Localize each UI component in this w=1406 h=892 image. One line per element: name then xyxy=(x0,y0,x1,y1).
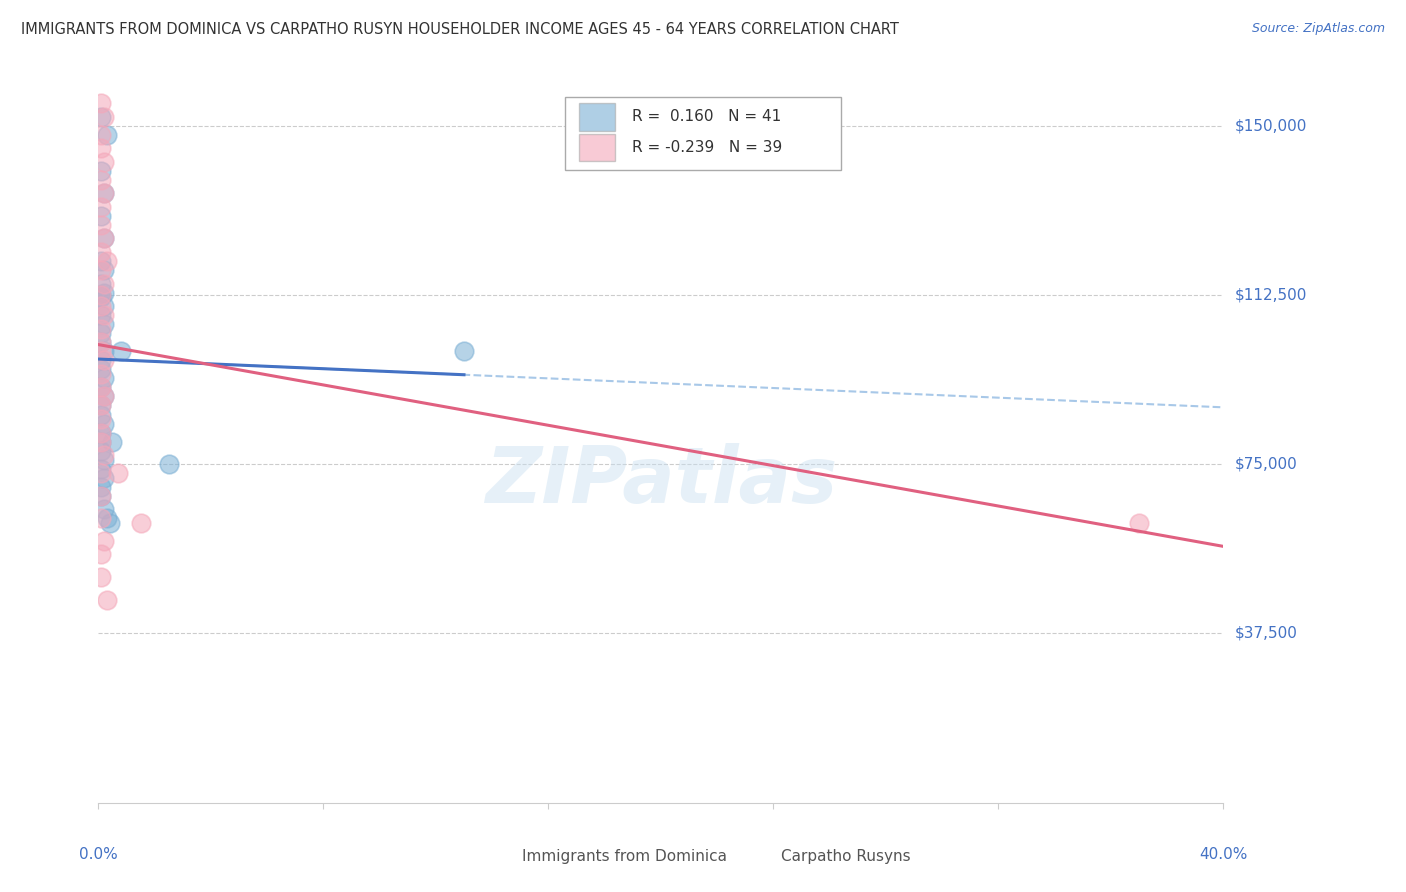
Point xyxy=(93,299,115,313)
Point xyxy=(93,448,115,462)
Point xyxy=(110,344,132,359)
Text: Carpatho Rusyns: Carpatho Rusyns xyxy=(782,849,911,864)
Point xyxy=(90,277,112,291)
Text: Source: ZipAtlas.com: Source: ZipAtlas.com xyxy=(1251,22,1385,36)
Point xyxy=(93,154,115,169)
Bar xyxy=(470,849,506,865)
Bar xyxy=(579,103,614,130)
Point xyxy=(1128,516,1150,530)
Point xyxy=(90,434,112,449)
Point xyxy=(96,128,118,142)
Point xyxy=(90,290,112,304)
Point xyxy=(90,288,112,302)
Point xyxy=(90,299,112,313)
Point xyxy=(90,425,112,440)
Point xyxy=(90,110,112,124)
Point xyxy=(90,461,112,475)
Point xyxy=(93,231,115,245)
Bar xyxy=(565,97,841,170)
Point xyxy=(90,353,112,368)
Text: Immigrants from Dominica: Immigrants from Dominica xyxy=(523,849,727,864)
Point xyxy=(93,186,115,201)
Point xyxy=(90,399,112,413)
Point xyxy=(93,502,115,516)
Point xyxy=(90,326,112,341)
Point xyxy=(90,548,112,562)
Point xyxy=(90,425,112,440)
Point xyxy=(93,308,115,322)
Point xyxy=(90,434,112,449)
Point xyxy=(90,399,112,413)
Point xyxy=(90,466,112,480)
Point xyxy=(90,322,112,336)
Text: $112,500: $112,500 xyxy=(1234,287,1306,302)
Point xyxy=(90,480,112,494)
Bar xyxy=(579,134,614,161)
Point xyxy=(93,417,115,431)
Point xyxy=(93,231,115,245)
Point xyxy=(90,288,112,302)
Point xyxy=(90,511,112,525)
Text: 40.0%: 40.0% xyxy=(1199,847,1247,862)
Point xyxy=(90,263,112,277)
Point xyxy=(90,200,112,214)
Point xyxy=(90,335,112,350)
Point xyxy=(93,277,115,291)
Point xyxy=(93,186,115,201)
Point xyxy=(90,443,112,458)
Point xyxy=(93,533,115,548)
Text: R =  0.160   N = 41: R = 0.160 N = 41 xyxy=(631,109,780,124)
Point xyxy=(90,570,112,584)
Point xyxy=(90,163,112,178)
Point xyxy=(90,335,112,350)
Point xyxy=(90,408,112,422)
Point xyxy=(93,285,115,300)
Point xyxy=(93,471,115,485)
Point xyxy=(96,592,118,607)
Point xyxy=(90,172,112,186)
Point xyxy=(98,516,121,530)
Point xyxy=(93,371,115,385)
Point xyxy=(157,457,180,471)
Point xyxy=(107,466,129,480)
Point xyxy=(90,362,112,376)
Point xyxy=(93,110,115,124)
Point xyxy=(90,489,112,503)
Text: $75,000: $75,000 xyxy=(1234,457,1298,472)
Point xyxy=(90,380,112,394)
Point xyxy=(93,353,115,368)
Point xyxy=(93,389,115,403)
Point xyxy=(90,308,112,322)
Text: R = -0.239   N = 39: R = -0.239 N = 39 xyxy=(631,140,782,155)
Text: ZIPatlas: ZIPatlas xyxy=(485,443,837,519)
Point xyxy=(90,254,112,268)
Point xyxy=(90,95,112,110)
Point xyxy=(93,344,115,359)
Point xyxy=(96,254,118,268)
Point xyxy=(101,434,124,449)
Point xyxy=(90,209,112,223)
Point xyxy=(93,452,115,467)
Text: IMMIGRANTS FROM DOMINICA VS CARPATHO RUSYN HOUSEHOLDER INCOME AGES 45 - 64 YEARS: IMMIGRANTS FROM DOMINICA VS CARPATHO RUS… xyxy=(21,22,898,37)
Point xyxy=(90,128,112,142)
Bar xyxy=(728,849,765,865)
Point xyxy=(129,516,152,530)
Point xyxy=(90,244,112,259)
Point xyxy=(453,344,475,359)
Text: 0.0%: 0.0% xyxy=(79,847,118,862)
Text: $37,500: $37,500 xyxy=(1234,626,1298,641)
Point xyxy=(90,218,112,232)
Point xyxy=(90,380,112,394)
Text: $150,000: $150,000 xyxy=(1234,118,1306,133)
Point xyxy=(90,344,112,359)
Point xyxy=(90,412,112,426)
Point xyxy=(90,141,112,155)
Point xyxy=(90,367,112,381)
Point xyxy=(96,511,118,525)
Point xyxy=(90,489,112,503)
Point xyxy=(93,389,115,403)
Point xyxy=(93,263,115,277)
Point xyxy=(93,317,115,331)
